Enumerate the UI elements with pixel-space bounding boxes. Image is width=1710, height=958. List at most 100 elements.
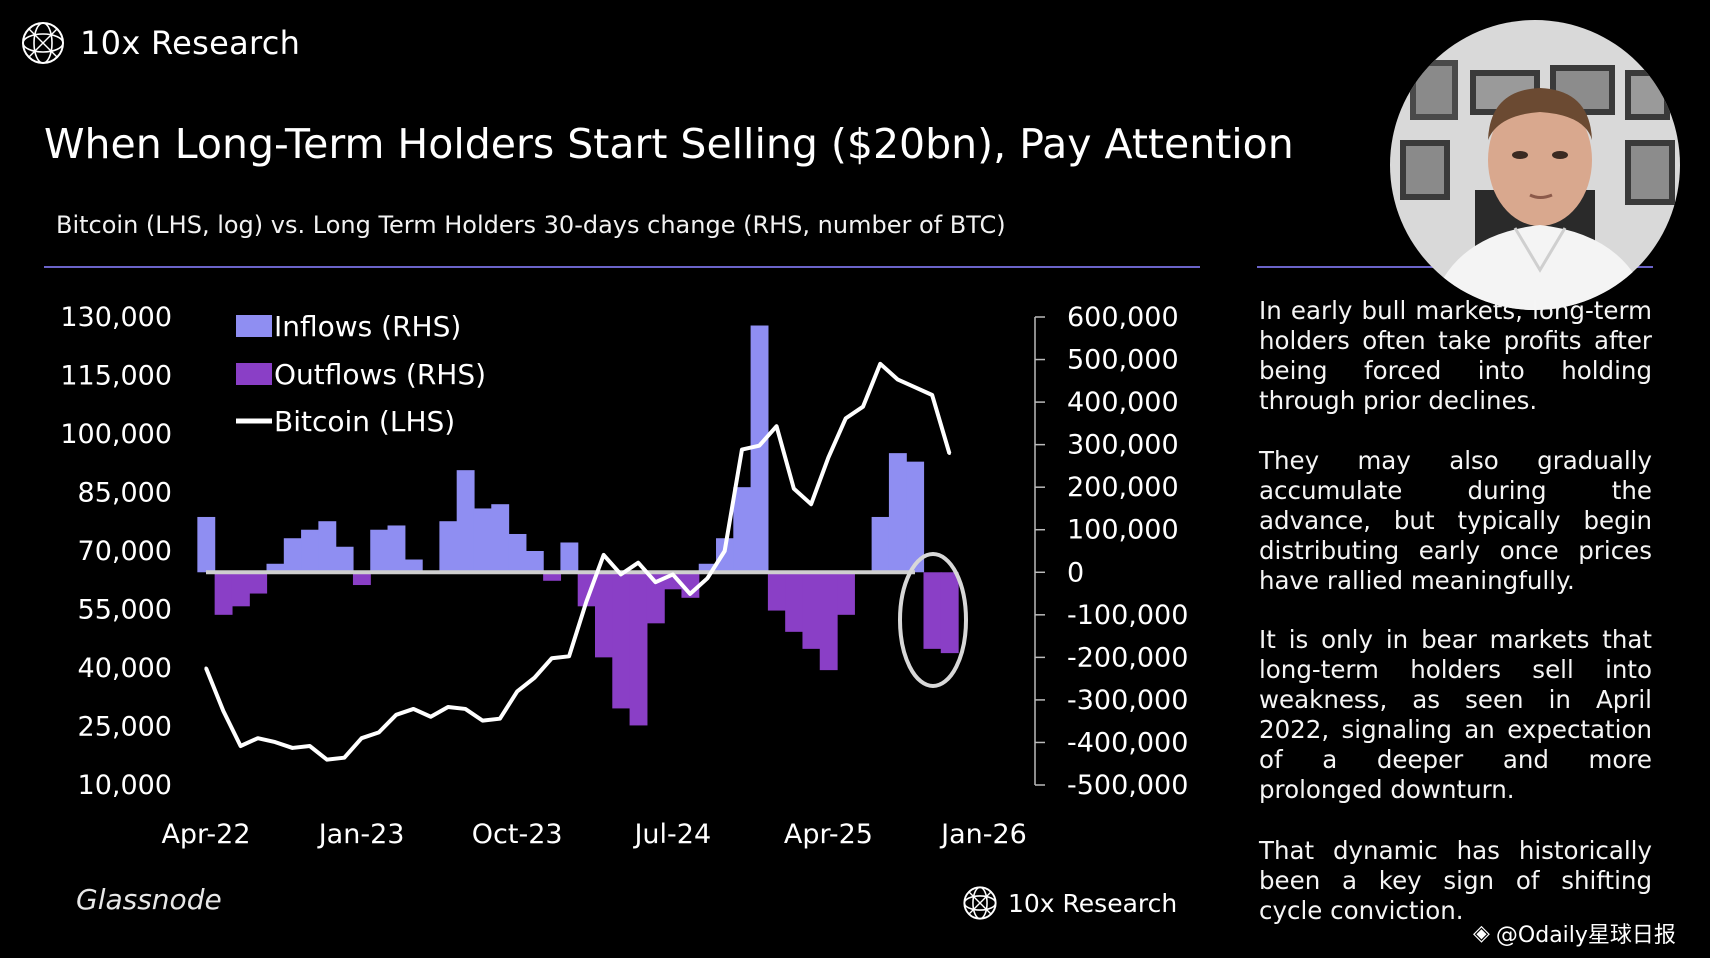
bitcoin-point (930, 393, 934, 397)
watermark-text: @Odaily星球日报 (1495, 923, 1676, 948)
outflow-bar (249, 572, 268, 594)
presenter-avatar (1390, 20, 1680, 310)
inflow-bar (906, 461, 925, 573)
inflow-bar (266, 563, 285, 573)
bitcoin-point (290, 746, 294, 750)
outflow-bar (352, 572, 371, 586)
x-tick-label: Oct-23 (472, 819, 563, 850)
highlight-circle (898, 552, 968, 688)
bitcoin-point (671, 572, 675, 576)
bitcoin-point (446, 705, 450, 709)
inflow-bar (456, 470, 475, 573)
inflow-bar (888, 453, 907, 573)
bitcoin-point (654, 580, 658, 584)
right-tick-label: 400,000 (1067, 387, 1179, 418)
inflow-bar (318, 521, 337, 573)
inflow-bar (698, 563, 717, 573)
bitcoin-line-series (204, 361, 952, 762)
inflow-bar (491, 504, 510, 573)
bitcoin-point (913, 385, 917, 389)
bitcoin-point (584, 600, 588, 604)
x-tick-label: Apr-22 (161, 819, 250, 850)
bitcoin-point (515, 689, 519, 693)
bitcoin-point (809, 502, 813, 506)
x-tick-label: Jan-23 (317, 819, 405, 850)
brand-header: 10x Research (20, 20, 300, 66)
bitcoin-point (550, 656, 554, 660)
outflow-bar (819, 572, 838, 671)
bitcoin-point (204, 666, 208, 670)
chart-legend: Inflows (RHS) Outflows (RHS) Bitcoin (LHS) (236, 310, 486, 438)
brand-name: 10x Research (80, 24, 301, 62)
legend-label: Outflows (RHS) (274, 358, 486, 391)
right-tick-label: 0 (1067, 557, 1084, 588)
left-tick-label: 115,000 (60, 361, 172, 392)
outflow-bar (940, 572, 959, 654)
outflow-bar (214, 572, 233, 615)
bitcoin-point (878, 362, 882, 366)
bitcoin-point (619, 572, 623, 576)
bitcoin-point (377, 730, 381, 734)
commentary-paragraph-3: It is only in bear markets that long-ter… (1259, 625, 1652, 804)
inflow-bar (750, 325, 769, 573)
commentary-paragraph-1: In early bull markets, long-term holders… (1259, 296, 1652, 415)
inflow-bar (733, 487, 752, 573)
inflow-bar (283, 538, 302, 573)
right-tick-label: -100,000 (1067, 600, 1188, 631)
lth-area-series (197, 325, 959, 726)
outflow-bar (785, 572, 804, 632)
left-tick-label: 85,000 (78, 478, 172, 509)
left-tick-label: 40,000 (78, 653, 172, 684)
right-tick-label: -500,000 (1067, 770, 1188, 801)
bitcoin-point (705, 576, 709, 580)
outflow-bar (837, 572, 855, 615)
footer-brand: 10x Research (962, 885, 1177, 921)
left-tick-label: 10,000 (78, 770, 172, 801)
legend-swatch (236, 315, 272, 337)
right-tick-label: -400,000 (1067, 727, 1188, 758)
bitcoin-point (239, 744, 243, 748)
bitcoin-point (567, 654, 571, 658)
x-axis: Apr-22 Jan-23 Oct-23 Jul-24 Apr-25 Jan-26 (161, 819, 1026, 850)
bitcoin-point (775, 424, 779, 428)
bitcoin-point (947, 452, 951, 455)
bitcoin-point (429, 715, 433, 719)
bitcoin-point (532, 676, 536, 680)
bitcoin-point (221, 709, 225, 713)
inflow-bar (197, 516, 216, 573)
inflow-bar (560, 542, 579, 573)
right-axis: 600,000 500,000 400,000 300,000 200,000 100,0… (1035, 302, 1188, 801)
right-tick-label: 100,000 (1067, 515, 1179, 546)
watermark: ◈ @Odaily星球日报 (1473, 917, 1676, 949)
bitcoin-point (325, 758, 329, 762)
left-tick-label: 130,000 (60, 302, 172, 333)
right-tick-label: -300,000 (1067, 685, 1188, 716)
inflow-bar (439, 521, 458, 573)
right-tick-label: 300,000 (1067, 430, 1179, 461)
bitcoin-point (342, 756, 346, 760)
outflow-bar (767, 572, 786, 611)
x-tick-label: Jul-24 (632, 819, 711, 850)
right-tick-label: 500,000 (1067, 345, 1179, 376)
bitcoin-point (792, 487, 796, 491)
bitcoin-point (256, 736, 260, 740)
outflow-bar (577, 572, 596, 607)
outflow-bar (646, 572, 665, 624)
outflow-bar (802, 572, 821, 649)
legend-label: Bitcoin (LHS) (274, 405, 455, 438)
x-tick-label: Jan-26 (939, 819, 1027, 850)
inflow-bar (525, 551, 544, 573)
bitcoin-point (308, 744, 312, 748)
bitcoin-point (740, 448, 744, 452)
bitcoin-point (861, 405, 865, 409)
chart-subtitle: Bitcoin (LHS, log) vs. Long Term Holders… (56, 211, 1006, 239)
inflow-bar (387, 525, 406, 573)
left-axis: 130,000 115,000 100,000 85,000 70,000 55,000 4… (60, 302, 172, 801)
page-title: When Long-Term Holders Start Selling ($2… (44, 120, 1294, 168)
bitcoin-point (463, 707, 467, 711)
globe-mesh-icon (963, 886, 997, 920)
inflow-bar (473, 508, 492, 573)
bitcoin-point (273, 740, 277, 744)
bitcoin-line (204, 361, 952, 762)
diamond-icon: ◈ (1473, 920, 1490, 946)
